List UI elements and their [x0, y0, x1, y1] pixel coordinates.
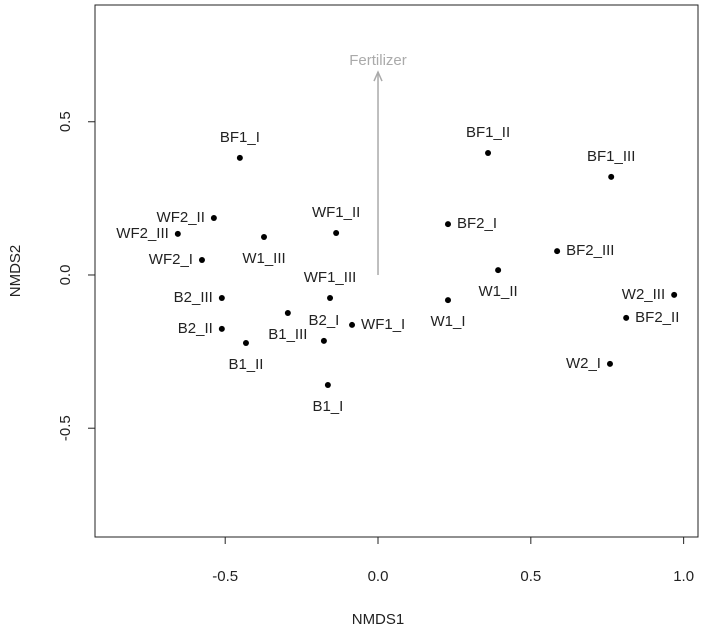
point-label: B2_III — [174, 289, 213, 306]
point-label: BF1_III — [587, 148, 635, 165]
point — [485, 150, 492, 157]
point — [623, 314, 630, 321]
x-tick-label: 1.0 — [673, 568, 694, 585]
point-label: WF1_III — [304, 269, 357, 286]
point-label: BF1_II — [466, 124, 510, 141]
point-label: B1_I — [312, 398, 343, 415]
point-label: W2_I — [566, 355, 601, 372]
x-tick-label: 0.0 — [368, 568, 389, 585]
arrow-head — [373, 70, 383, 82]
y-tick-label: -0.5 — [57, 415, 74, 441]
point — [236, 154, 243, 161]
point — [284, 309, 291, 316]
point — [608, 173, 615, 180]
plot-frame — [94, 4, 699, 538]
point — [324, 382, 331, 388]
y-axis-label: NMDS2 — [7, 245, 24, 298]
point — [671, 291, 678, 298]
arrow-label: Fertilizer — [349, 52, 407, 69]
point-label: WF2_III — [116, 225, 169, 242]
y-tick-label: 0.0 — [57, 265, 74, 286]
point-label: BF2_II — [635, 309, 679, 326]
point-label: W2_III — [622, 286, 665, 303]
point — [261, 233, 268, 240]
point — [495, 267, 502, 274]
x-tick-label: 0.5 — [520, 568, 541, 585]
point-label: BF1_I — [220, 129, 260, 146]
point-label: WF2_II — [157, 209, 205, 226]
point — [444, 221, 451, 228]
point-label: WF1_II — [312, 204, 360, 221]
point — [198, 256, 205, 263]
y-tick-label: 0.5 — [57, 111, 74, 132]
point-label: B1_II — [228, 356, 263, 373]
point — [174, 230, 181, 237]
point-label: W1_III — [242, 250, 285, 267]
point-label: WF2_I — [149, 251, 193, 268]
point — [349, 321, 356, 328]
x-tick-label: -0.5 — [212, 568, 238, 585]
point — [333, 230, 340, 236]
point-label: BF2_III — [566, 242, 614, 259]
point — [320, 337, 327, 344]
point-label: B2_I — [308, 312, 339, 329]
point-label: W1_I — [430, 313, 465, 330]
point-label: B1_III — [268, 326, 307, 343]
point — [218, 325, 225, 332]
point — [554, 248, 561, 255]
point — [444, 297, 451, 304]
point — [242, 340, 249, 347]
point — [327, 294, 334, 301]
point-label: BF2_I — [457, 215, 497, 232]
x-axis-label: NMDS1 — [352, 611, 405, 628]
point — [218, 294, 225, 301]
point-label: W1_II — [479, 283, 518, 300]
point — [210, 214, 217, 221]
point-label: B2_II — [178, 320, 213, 337]
point-label: WF1_I — [361, 316, 405, 333]
point — [606, 360, 613, 367]
